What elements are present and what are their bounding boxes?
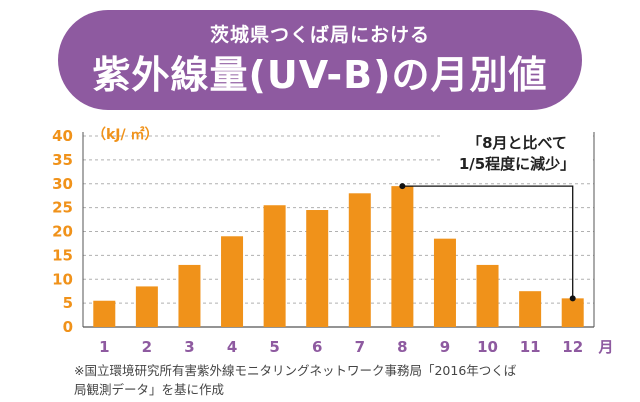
bar [348, 193, 371, 327]
footnote-line-2: 局観測データ」を基に作成 [74, 382, 225, 397]
annotation-connector [402, 185, 574, 299]
y-tick-label: 5 [63, 294, 73, 312]
bar [221, 236, 244, 327]
x-tick-label: 2 [142, 338, 152, 356]
x-tick-label: 6 [312, 338, 322, 356]
annotation-line-1: 「8月と比べて [467, 134, 567, 152]
x-tick-label: 3 [184, 338, 194, 356]
title-banner [58, 10, 582, 110]
footnote-line-1: ※国立環境研究所有害紫外線モニタリングネットワーク事務局「2016年つくば [74, 363, 517, 378]
bar [306, 210, 329, 327]
x-tick-label: 8 [397, 338, 407, 356]
x-tick-label: 11 [520, 338, 541, 356]
y-tick-label: 25 [52, 199, 73, 217]
bar [561, 298, 584, 327]
source-footnote: ※国立環境研究所有害紫外線モニタリングネットワーク事務局「2016年つくば 局観… [74, 361, 634, 399]
x-tick-label: 5 [269, 338, 279, 356]
x-tick-label: 9 [440, 338, 450, 356]
x-tick-label: 1 [99, 338, 109, 356]
annotation-callout: 「8月と比べて 1/5程度に減少」 [442, 133, 592, 175]
bar [519, 291, 542, 327]
bar [391, 186, 414, 327]
y-tick-label: 30 [52, 175, 73, 193]
y-axis-unit-label: （kJ/ ㎡） [92, 127, 159, 143]
bar [135, 286, 158, 327]
x-tick-label: 12 [562, 338, 583, 356]
x-tick-label: 7 [355, 338, 365, 356]
y-tick-label: 15 [52, 246, 73, 264]
annotation-dot-start [399, 183, 406, 190]
y-tick-label: 10 [52, 270, 73, 288]
bar [476, 264, 499, 327]
annotation-line-2: 1/5程度に減少」 [458, 155, 576, 173]
annotation-dot-end [569, 295, 576, 302]
x-tick-label: 10 [477, 338, 498, 356]
bar [178, 264, 201, 327]
bar [93, 300, 116, 327]
x-axis-unit: 月 [597, 338, 613, 356]
bar [263, 205, 286, 327]
y-tick-label: 35 [52, 151, 73, 169]
bar [433, 238, 456, 327]
y-tick-label: 20 [52, 223, 73, 241]
y-tick-label: 40 [52, 127, 73, 145]
chart-subtitle: 茨城県つくば局における [209, 24, 430, 46]
x-tick-label: 4 [227, 338, 237, 356]
y-tick-label: 0 [63, 318, 73, 336]
chart-title: 紫外線量(UV-B)の月別値 [92, 53, 548, 97]
